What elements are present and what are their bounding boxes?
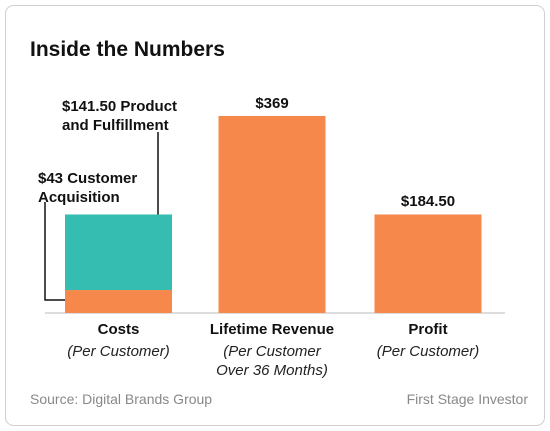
annotation: $43 Customer Acquisition [38,170,138,206]
source: Source: Digital Brands Group [30,391,213,407]
bar-segment [65,290,172,313]
bar-segment [374,214,482,313]
bar-segment [65,214,172,291]
x-tick-sublabel: (Per Customer) [67,343,170,360]
chart-title: Inside the Numbers [30,38,225,61]
annotation: $141.50 Product and Fulfillment [62,98,178,134]
x-tick-label: Lifetime Revenue [209,321,335,338]
value-label: $369 [255,94,289,112]
x-tick-sublabel: (Per Customer) [376,343,480,360]
x-tick-label: Costs [97,321,140,338]
bar-segment [218,115,326,313]
frame [5,5,545,426]
brand: First Stage Investor [406,391,528,407]
x-tick-label: Profit [408,321,448,338]
value-label: $184.50 [400,193,456,211]
x-tick-sublabel: (Per Customer Over 36 Months) [216,343,328,379]
